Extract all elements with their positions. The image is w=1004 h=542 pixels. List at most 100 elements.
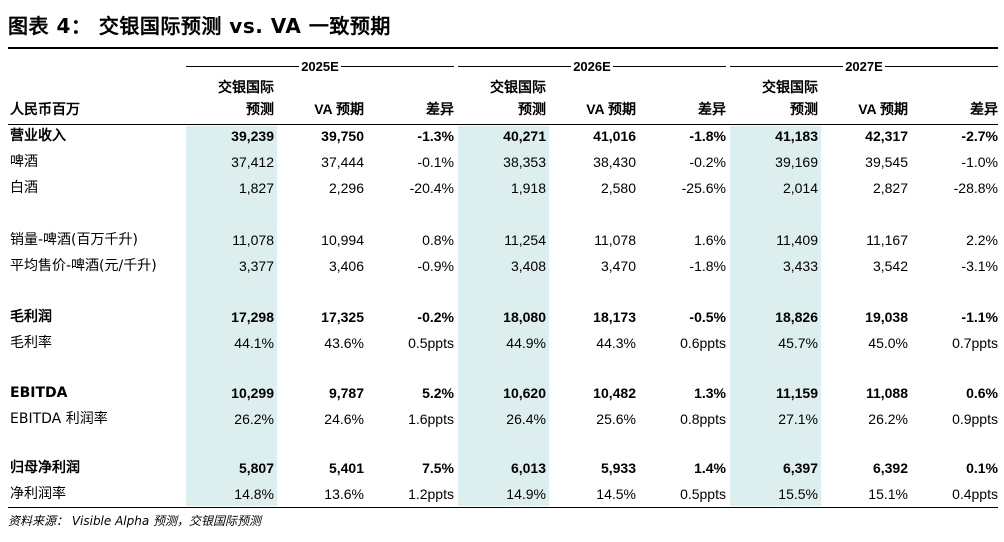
forecast-header-line1: 交银国际 xyxy=(490,79,546,95)
va-value: 11,167 xyxy=(866,232,908,248)
va-value: 5,933 xyxy=(600,460,636,476)
forecast-column-shade-2026 xyxy=(458,126,549,506)
diff-value: 1.3% xyxy=(694,385,726,401)
row-label: EBITDA 利润率 xyxy=(10,411,108,427)
table-row: EBITDA 利润率 26.2% 24.6% 1.6ppts 26.4% 25.6% 0.8… xyxy=(8,407,998,431)
period-header-2025: 2025E xyxy=(186,58,454,74)
va-value: 19,038 xyxy=(865,309,908,325)
period-rule-left xyxy=(730,65,844,67)
forecast-value: 38,353 xyxy=(503,154,546,170)
forecast-value: 3,377 xyxy=(238,258,274,274)
forecast-value: 26.2% xyxy=(234,411,274,427)
row-label: EBITDA xyxy=(10,385,68,401)
table-row: 啤酒 37,412 37,444 -0.1% 38,353 38,430 -0.2% 39,1… xyxy=(8,150,998,174)
diff-value: 0.6ppts xyxy=(680,335,726,351)
diff-value: 1.2ppts xyxy=(408,486,454,502)
va-value: 11,078 xyxy=(594,232,636,248)
va-value: 9,787 xyxy=(328,385,364,401)
forecast-value: 27.1% xyxy=(778,411,818,427)
diff-value: 0.5ppts xyxy=(408,335,454,351)
forecast-value: 10,299 xyxy=(231,385,274,401)
va-value: 3,542 xyxy=(872,258,908,274)
diff-value: -0.5% xyxy=(689,309,726,325)
forecast-value: 1,918 xyxy=(510,180,546,196)
forecast-header-2025: 交银国际 预测 xyxy=(186,76,274,120)
va-value: 43.6% xyxy=(324,335,364,351)
table-row: 白酒 1,827 2,296 -20.4% 1,918 2,580 -25.6% 2,014 2… xyxy=(8,176,998,200)
source-note: 资料来源： Visible Alpha 预测，交银国际预测 xyxy=(8,514,262,528)
period-rule-right xyxy=(884,65,998,67)
va-value: 45.0% xyxy=(868,335,908,351)
period-label: 2027E xyxy=(845,58,883,74)
diff-value: -0.1% xyxy=(417,154,454,170)
va-value: 2,580 xyxy=(600,180,636,196)
table-row: 毛利润 17,298 17,325 -0.2% 18,080 18,173 -0.5% 18,… xyxy=(8,305,998,329)
forecast-value: 44.9% xyxy=(506,335,546,351)
diff-value: -20.4% xyxy=(409,180,454,196)
diff-value: -25.6% xyxy=(681,180,726,196)
diff-header-2027: 差异 xyxy=(970,101,998,117)
forecast-value: 37,412 xyxy=(231,154,274,170)
diff-value: 0.8ppts xyxy=(680,411,726,427)
forecast-value: 6,397 xyxy=(782,460,818,476)
forecast-header-line2: 预测 xyxy=(246,101,274,117)
va-value: 24.6% xyxy=(324,411,364,427)
va-value: 41,016 xyxy=(593,128,636,144)
forecast-value: 39,169 xyxy=(775,154,818,170)
va-value: 39,545 xyxy=(865,154,908,170)
va-header-2026: VA 预期 xyxy=(586,101,636,117)
period-rule-right xyxy=(612,65,726,67)
va-value: 25.6% xyxy=(596,411,636,427)
va-value: 10,482 xyxy=(593,385,636,401)
page-title: 图表 4： 交银国际预测 vs. VA 一致预期 xyxy=(8,14,391,38)
period-rule-right xyxy=(340,65,454,67)
va-value: 14.5% xyxy=(596,486,636,502)
forecast-value: 11,254 xyxy=(504,232,546,248)
row-label: 平均售价-啤酒(元/千升) xyxy=(10,258,157,274)
row-label: 净利润率 xyxy=(10,486,66,502)
forecast-value: 15.5% xyxy=(778,486,818,502)
va-value: 11,088 xyxy=(865,385,908,401)
va-value: 3,406 xyxy=(328,258,364,274)
diff-value: -1.3% xyxy=(417,128,454,144)
forecast-value: 11,078 xyxy=(232,232,274,248)
va-value: 39,750 xyxy=(321,128,364,144)
forecast-value: 41,183 xyxy=(775,128,818,144)
period-rule-left xyxy=(186,65,300,67)
diff-value: 1.6ppts xyxy=(408,411,454,427)
period-header-2026: 2026E xyxy=(458,58,726,74)
va-value: 2,296 xyxy=(328,180,364,196)
diff-value: -3.1% xyxy=(961,258,998,274)
forecast-value: 11,409 xyxy=(776,232,818,248)
table-bottom-divider xyxy=(8,507,998,508)
forecast-value: 3,433 xyxy=(782,258,818,274)
va-value: 3,470 xyxy=(600,258,636,274)
diff-value: -0.2% xyxy=(689,154,726,170)
row-label-header: 人民币百万 xyxy=(10,101,80,117)
va-header-2027: VA 预期 xyxy=(858,101,908,117)
period-label: 2025E xyxy=(301,58,339,74)
table-row: 平均售价-啤酒(元/千升) 3,377 3,406 -0.9% 3,408 3,470 -1… xyxy=(8,254,998,278)
forecast-value: 3,408 xyxy=(510,258,546,274)
va-value: 2,827 xyxy=(872,180,908,196)
diff-value: -1.0% xyxy=(961,154,998,170)
va-value: 26.2% xyxy=(868,411,908,427)
forecast-value: 5,807 xyxy=(238,460,274,476)
diff-value: -0.9% xyxy=(417,258,454,274)
forecast-header-2027: 交银国际 预测 xyxy=(730,76,818,120)
forecast-header-line1: 交银国际 xyxy=(218,79,274,95)
va-value: 44.3% xyxy=(596,335,636,351)
forecast-value: 39,239 xyxy=(231,128,274,144)
diff-value: -1.8% xyxy=(689,128,726,144)
title-divider xyxy=(8,47,998,49)
table-row: 营业收入 39,239 39,750 -1.3% 40,271 41,016 -1.8% 41… xyxy=(8,124,998,148)
table-row: EBITDA 10,299 9,787 5.2% 10,620 10,482 1.3% 11,… xyxy=(8,381,998,405)
table-row: 归母净利润 5,807 5,401 7.5% 6,013 5,933 1.4% 6,397 6,… xyxy=(8,456,998,480)
diff-value: 7.5% xyxy=(422,460,454,476)
row-label: 销量-啤酒(百万千升) xyxy=(10,232,138,248)
diff-value: -1.8% xyxy=(689,258,726,274)
diff-value: -28.8% xyxy=(953,180,998,196)
forecast-header-line2: 预测 xyxy=(518,101,546,117)
row-label: 毛利率 xyxy=(10,335,52,351)
diff-value: 0.9ppts xyxy=(952,411,998,427)
